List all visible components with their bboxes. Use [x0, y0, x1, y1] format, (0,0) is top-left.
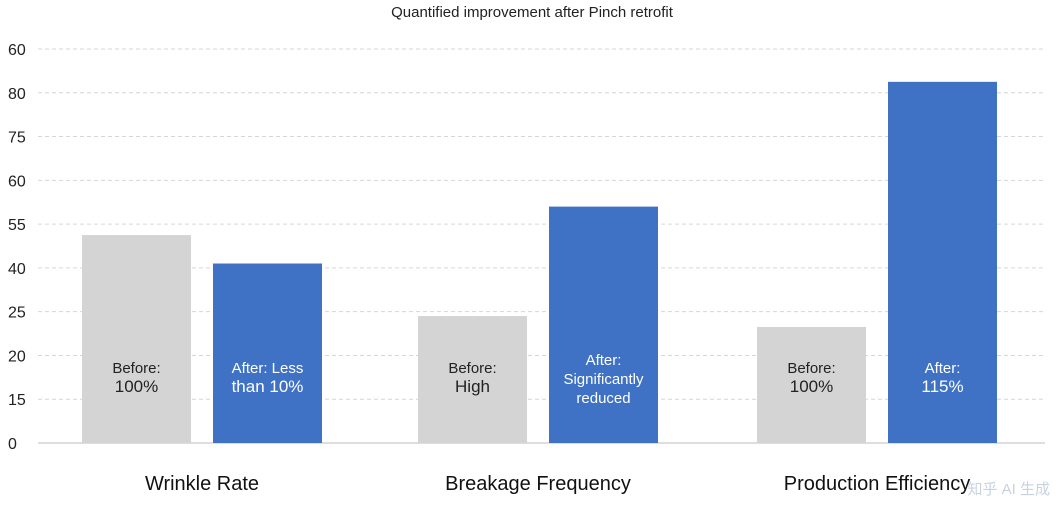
y-tick-label: 40 — [8, 261, 26, 278]
y-tick-label: 25 — [8, 305, 26, 322]
bar-data-label: 100% — [790, 377, 833, 396]
category-label: Breakage Frequency — [445, 473, 631, 495]
chart-title: Quantified improvement after Pinch retro… — [391, 4, 674, 21]
y-tick-label: 0 — [8, 436, 17, 453]
y-tick-label: 60 — [8, 42, 26, 59]
category-label: Wrinkle Rate — [145, 473, 259, 495]
bar-before — [418, 316, 527, 443]
bar-after — [549, 206, 658, 443]
bar-data-label: 115% — [921, 377, 963, 396]
bar-before — [757, 326, 866, 443]
y-tick-label: 15 — [8, 392, 26, 409]
bar-data-label: After: Less — [232, 360, 304, 377]
bar-data-label: After: — [586, 352, 622, 369]
bar-data-label: 100% — [115, 377, 158, 396]
y-tick-label: 80 — [8, 86, 26, 103]
category-labels: Wrinkle Rate Breakage Frequency Production… — [145, 473, 970, 495]
bar-after — [213, 263, 322, 443]
category-label: Production Efficiency — [784, 473, 970, 495]
watermark: 知乎 AI 生成 — [967, 481, 1050, 498]
y-tick-label: 55 — [8, 217, 26, 234]
bar-data-label: Before: — [787, 360, 835, 377]
bar-data-label: Significantly — [563, 371, 644, 388]
y-axis-ticks: 0 15 20 25 40 55 60 75 80 60 — [8, 42, 26, 453]
bar-data-label: Before: — [112, 360, 160, 377]
bar-data-label: High — [455, 377, 490, 396]
bar-data-label: Before: — [448, 360, 496, 377]
bar-data-label: After: — [925, 360, 961, 377]
bar-data-label: than 10% — [232, 377, 304, 396]
y-tick-label: 60 — [8, 173, 26, 190]
gridlines — [38, 48, 1045, 444]
bar-before — [82, 235, 191, 443]
bar-after — [888, 81, 997, 443]
bar-data-label: reduced — [576, 390, 630, 407]
y-tick-label: 20 — [8, 348, 26, 365]
y-tick-label: 75 — [8, 130, 26, 147]
